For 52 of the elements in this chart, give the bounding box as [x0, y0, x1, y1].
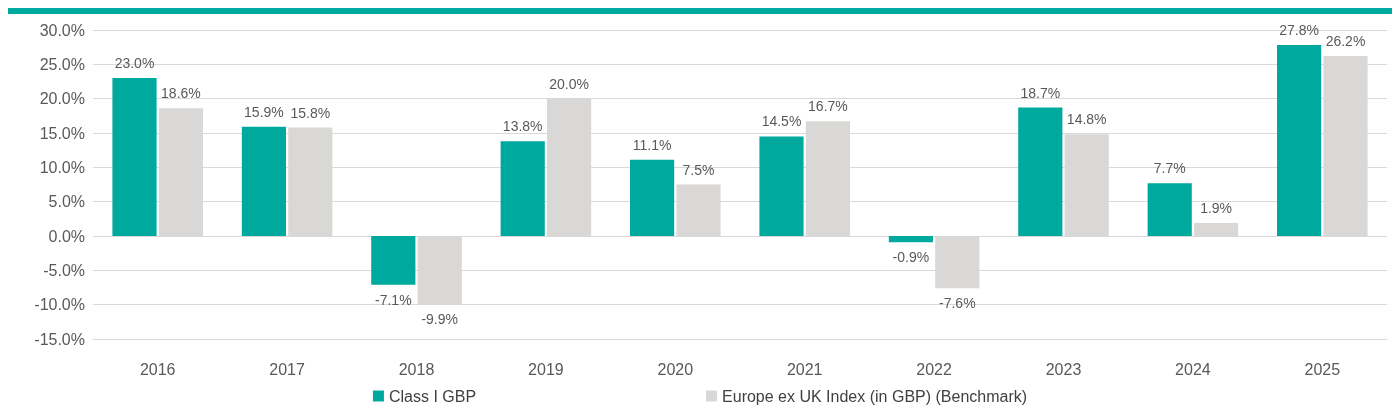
y-tick-label: 15.0% [39, 124, 85, 142]
legend-label: Class I GBP [388, 387, 477, 405]
x-tick-label: 2025 [1304, 360, 1341, 378]
bar [888, 236, 933, 243]
data-label: 15.8% [290, 104, 331, 121]
x-tick-label: 2023 [1045, 360, 1082, 378]
data-label: -9.9% [421, 310, 458, 327]
bar [1018, 107, 1063, 236]
legend-label: Europe ex UK Index (in GBP) (Benchmark) [722, 387, 1028, 405]
data-label: 13.8% [502, 118, 543, 135]
bar [500, 141, 545, 236]
data-label: 20.0% [549, 75, 589, 92]
data-label: 26.2% [1325, 33, 1366, 50]
y-tick-label: 0.0% [48, 227, 85, 245]
x-tick-label: 2022 [916, 360, 952, 378]
x-tick-label: 2018 [398, 360, 435, 378]
bar [759, 136, 804, 236]
y-tick-label: 5.0% [48, 193, 85, 211]
data-label: 18.7% [1020, 84, 1061, 101]
x-tick-label: 2019 [528, 360, 564, 378]
bar [1147, 183, 1192, 236]
data-label: 18.6% [161, 85, 201, 102]
data-label: 7.5% [682, 161, 715, 178]
x-tick-label: 2020 [657, 360, 694, 378]
bar [1277, 45, 1322, 236]
data-label: -0.9% [892, 249, 930, 266]
data-label: 1.9% [1200, 199, 1233, 216]
x-tick-label: 2024 [1175, 360, 1211, 378]
data-label: 23.0% [114, 55, 155, 72]
x-tick-label: 2021 [786, 360, 823, 378]
data-label: 14.5% [761, 113, 802, 130]
data-label: 16.7% [808, 98, 848, 115]
bar [241, 126, 286, 236]
data-label: 15.9% [244, 103, 284, 120]
y-tick-label: 10.0% [39, 158, 85, 176]
data-label: 14.8% [1066, 111, 1107, 128]
y-tick-label: 25.0% [39, 55, 85, 73]
y-tick-label: 30.0% [39, 21, 85, 39]
x-tick-label: 2016 [139, 360, 176, 378]
y-tick-label: -5.0% [43, 261, 85, 279]
y-tick-label: -15.0% [34, 330, 85, 348]
data-label: 11.1% [632, 136, 672, 153]
bar [371, 236, 416, 285]
y-tick-label: 20.0% [39, 90, 85, 108]
data-label: -7.1% [375, 291, 412, 308]
bar [630, 159, 675, 236]
data-label: 7.7% [1153, 160, 1186, 177]
y-tick-label: -10.0% [34, 296, 85, 314]
data-label: -7.6% [939, 295, 976, 312]
bar [112, 78, 157, 236]
x-tick-label: 2017 [269, 360, 305, 378]
data-label: 27.8% [1279, 22, 1319, 39]
